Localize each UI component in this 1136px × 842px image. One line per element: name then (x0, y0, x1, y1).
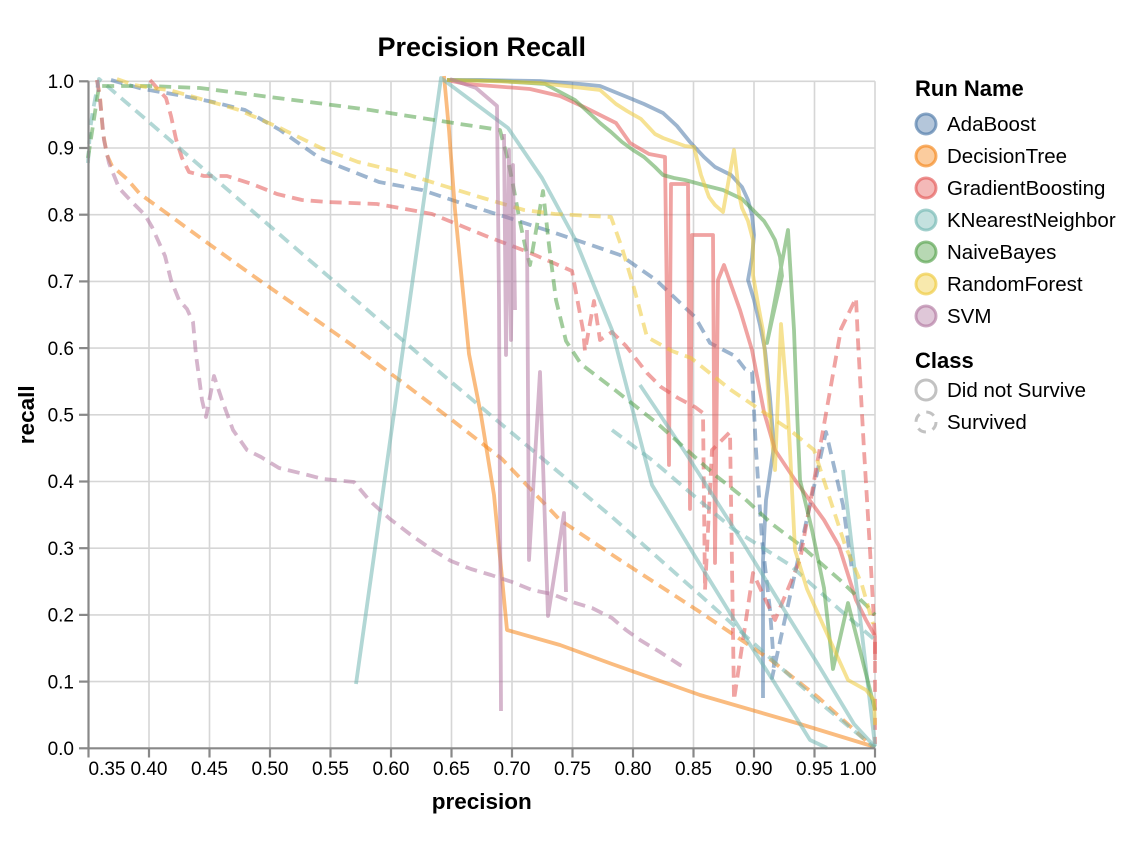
svg-text:KNearestNeighbor: KNearestNeighbor (947, 209, 1116, 232)
svg-text:0.55: 0.55 (312, 759, 349, 780)
svg-text:0.5: 0.5 (48, 406, 74, 427)
svg-text:Survived: Survived (947, 411, 1027, 434)
svg-text:0.2: 0.2 (48, 606, 74, 627)
svg-text:0.35: 0.35 (89, 759, 126, 780)
svg-text:0.6: 0.6 (48, 339, 74, 360)
svg-text:0.3: 0.3 (48, 539, 74, 560)
svg-text:recall: recall (14, 385, 39, 444)
svg-text:0.50: 0.50 (252, 759, 289, 780)
svg-text:0.0: 0.0 (48, 739, 74, 760)
svg-text:0.45: 0.45 (191, 759, 228, 780)
svg-text:0.9: 0.9 (48, 139, 74, 160)
svg-text:0.60: 0.60 (373, 759, 410, 780)
svg-text:RandomForest: RandomForest (947, 273, 1083, 296)
svg-text:0.7: 0.7 (48, 272, 74, 293)
svg-text:0.70: 0.70 (494, 759, 531, 780)
svg-text:Precision Recall: Precision Recall (377, 32, 586, 62)
svg-text:precision: precision (432, 789, 532, 814)
svg-text:SVM: SVM (947, 305, 991, 328)
svg-text:1.0: 1.0 (48, 72, 74, 93)
svg-text:0.80: 0.80 (615, 759, 652, 780)
svg-text:GradientBoosting: GradientBoosting (947, 177, 1105, 200)
svg-text:0.85: 0.85 (675, 759, 712, 780)
svg-text:0.75: 0.75 (554, 759, 591, 780)
svg-text:Run Name: Run Name (915, 76, 1024, 101)
svg-text:0.65: 0.65 (433, 759, 470, 780)
svg-text:0.8: 0.8 (48, 205, 74, 226)
svg-text:1.00: 1.00 (840, 759, 877, 780)
svg-text:Did not Survive: Did not Survive (947, 379, 1086, 402)
svg-text:DecisionTree: DecisionTree (947, 145, 1067, 168)
svg-text:0.1: 0.1 (48, 672, 74, 693)
svg-text:0.40: 0.40 (131, 759, 168, 780)
svg-text:0.4: 0.4 (48, 472, 75, 493)
svg-text:0.90: 0.90 (736, 759, 773, 780)
svg-text:AdaBoost: AdaBoost (947, 113, 1036, 136)
svg-text:0.95: 0.95 (796, 759, 833, 780)
svg-text:NaiveBayes: NaiveBayes (947, 241, 1056, 264)
svg-text:Class: Class (915, 348, 974, 373)
